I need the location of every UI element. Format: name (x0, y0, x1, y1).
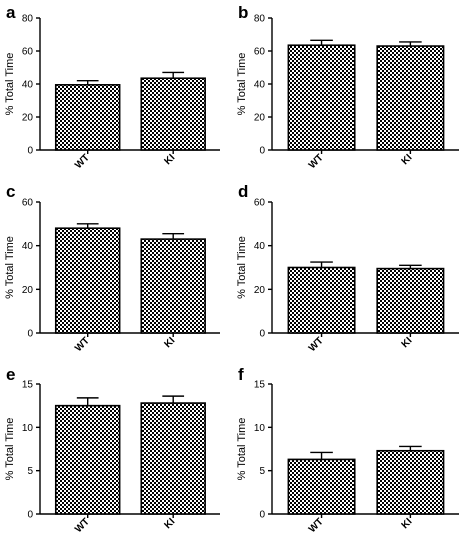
panel-letter: d (238, 182, 248, 201)
panel-letter: f (238, 365, 244, 384)
panel-letter: c (6, 182, 15, 201)
x-category-label: WT (307, 152, 326, 171)
x-category-label: KI (400, 516, 415, 531)
y-tick-label: 40 (22, 80, 34, 91)
y-tick-label: 0 (27, 329, 33, 340)
y-tick-label: 10 (22, 423, 34, 434)
y-tick-label: 15 (254, 380, 266, 391)
x-category-label: WT (73, 335, 92, 354)
x-category-label: KI (162, 152, 177, 167)
y-tick-label: 10 (254, 423, 266, 434)
y-tick-label: 20 (22, 285, 34, 296)
panel-letter: b (238, 3, 248, 22)
bar-wt (287, 44, 356, 151)
bar-wt (54, 227, 121, 334)
y-tick-label: 0 (259, 146, 265, 157)
y-tick-label: 0 (27, 146, 33, 157)
y-tick-label: 20 (254, 285, 266, 296)
panel-letter: e (6, 365, 15, 384)
bar-ki (376, 45, 445, 151)
y-tick-label: 20 (22, 113, 34, 124)
y-axis-label: % Total Time (236, 418, 248, 481)
y-tick-label: 15 (22, 380, 34, 391)
bar-wt (54, 404, 121, 515)
bar-wt (287, 266, 356, 334)
bar-ki (140, 402, 206, 515)
y-tick-label: 60 (254, 198, 266, 209)
bar-ki (140, 238, 206, 334)
chart-panel-d: d % Total Time 0 20 40 60 WT KI (236, 182, 459, 354)
chart-panel-a: a % Total Time 0 20 40 60 80 WT KI (4, 3, 220, 171)
y-tick-label: 40 (254, 241, 266, 252)
y-axis-label: % Total Time (4, 53, 16, 116)
bar-wt (54, 84, 121, 151)
y-axis-label: % Total Time (236, 53, 248, 116)
y-axis-label: % Total Time (236, 236, 248, 299)
y-tick-label: 40 (254, 80, 266, 91)
y-tick-label: 0 (27, 510, 33, 521)
y-tick-label: 80 (254, 14, 266, 25)
y-tick-label: 5 (27, 466, 33, 477)
x-category-label: KI (162, 335, 177, 350)
bar-ki (376, 267, 445, 334)
chart-panel-b: b % Total Time 0 20 40 60 80 WT KI (236, 3, 459, 171)
chart-panel-c: c % Total Time 0 20 40 60 WT KI (4, 182, 220, 354)
bar-ki (376, 449, 445, 515)
y-tick-label: 80 (22, 14, 34, 25)
y-tick-label: 60 (22, 47, 34, 58)
x-category-label: KI (162, 516, 177, 531)
x-category-label: WT (73, 516, 92, 535)
x-category-label: WT (307, 335, 326, 354)
y-tick-label: 60 (22, 198, 34, 209)
x-category-label: KI (400, 335, 415, 350)
y-tick-label: 0 (259, 510, 265, 521)
bar-wt (287, 458, 356, 515)
y-tick-label: 60 (254, 47, 266, 58)
y-tick-label: 40 (22, 241, 34, 252)
chart-panel-e: e % Total Time 0 5 10 15 WT KI (4, 365, 220, 535)
x-category-label: KI (400, 152, 415, 167)
bar-ki (140, 77, 206, 151)
chart-panel-f: f % Total Time 0 5 10 15 WT KI (236, 365, 459, 535)
y-tick-label: 20 (254, 113, 266, 124)
panel-letter: a (6, 3, 16, 22)
x-category-label: WT (73, 152, 92, 171)
y-axis-label: % Total Time (4, 236, 16, 299)
y-tick-label: 5 (259, 466, 265, 477)
y-axis-label: % Total Time (4, 418, 16, 481)
y-tick-label: 0 (259, 329, 265, 340)
x-category-label: WT (307, 516, 326, 535)
